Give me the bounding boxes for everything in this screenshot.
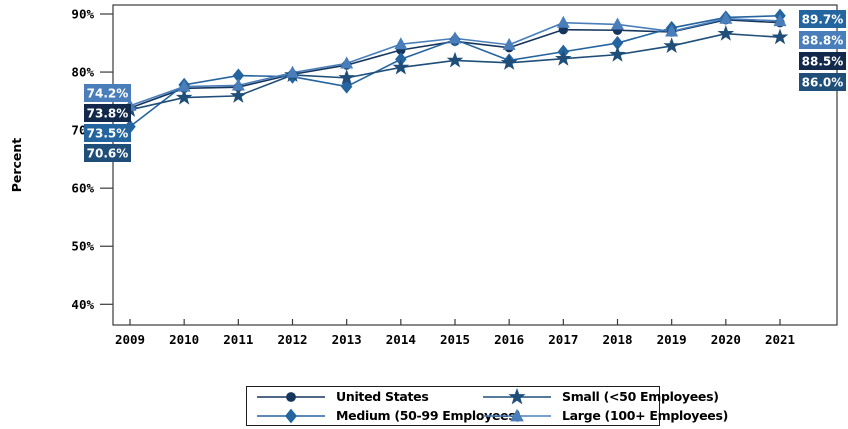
value-label: 73.8% <box>84 104 131 122</box>
x-axis-tick-label: 2018 <box>602 332 632 347</box>
value-label-text: 73.8% <box>87 107 129 121</box>
star-data-point <box>175 88 193 105</box>
value-label: 88.5% <box>799 52 846 70</box>
x-axis-tick-label: 2011 <box>223 332 253 347</box>
star-data-point <box>392 58 410 75</box>
diamond-marker-icon <box>257 408 325 423</box>
star-data-point <box>508 387 526 404</box>
y-axis-tick-label: 80% <box>71 65 94 80</box>
triangle-data-point <box>394 37 408 50</box>
legend-label: Large (100+ Employees) <box>562 408 729 423</box>
y-axis-tick-label: 90% <box>71 7 94 22</box>
circle-data-point <box>286 391 296 402</box>
triangle-data-point <box>231 78 245 91</box>
star-data-point <box>446 51 464 68</box>
value-label-text: 88.5% <box>802 55 844 69</box>
value-label-text: 74.2% <box>87 87 129 101</box>
value-label-text: 70.6% <box>87 147 129 161</box>
legend-item-large: Large (100+ Employees) <box>481 407 728 425</box>
x-axis-tick-label: 2021 <box>765 332 795 347</box>
triangle-data-point <box>502 37 516 50</box>
legend-item-medium: Medium (50-99 Employees) <box>255 407 521 425</box>
x-axis-tick-label: 2017 <box>548 332 578 347</box>
star-data-point <box>555 50 572 66</box>
y-axis-tick-label: 50% <box>71 239 94 254</box>
x-axis-tick-label: 2010 <box>169 332 199 347</box>
value-label: 74.2% <box>84 84 131 102</box>
star-data-point <box>717 25 735 41</box>
x-axis-tick-label: 2012 <box>277 332 307 347</box>
value-label-text: 73.5% <box>87 127 129 141</box>
y-axis-tick-label: 40% <box>71 297 94 312</box>
diamond-data-point <box>340 79 353 94</box>
triangle-data-point <box>719 11 733 24</box>
triangle-data-point <box>556 15 570 28</box>
chart-legend: United States Small (<50 Employees) Medi… <box>246 386 728 426</box>
value-label-text: 86.0% <box>802 76 844 90</box>
triangle-data-point <box>177 79 191 92</box>
star-data-point <box>771 28 789 45</box>
value-label: 70.6% <box>84 144 131 162</box>
value-label: 89.7% <box>799 10 846 28</box>
legend-label: United States <box>336 389 429 404</box>
plot-area <box>112 4 838 326</box>
star-marker-icon <box>483 387 551 404</box>
x-axis-tick-label: 2013 <box>332 332 362 347</box>
triangle-data-point <box>448 31 462 44</box>
value-label-text: 88.8% <box>802 34 844 48</box>
x-axis-tick-label: 2016 <box>494 332 524 347</box>
star-data-point <box>609 45 626 62</box>
x-axis-tick-label: 2015 <box>440 332 470 347</box>
value-label: 88.8% <box>799 31 846 49</box>
triangle-data-point <box>665 24 679 37</box>
triangle-data-point <box>773 14 787 27</box>
triangle-data-point <box>610 17 625 30</box>
x-axis-tick-label: 2014 <box>386 332 416 347</box>
star-data-point <box>338 69 355 85</box>
value-label-text: 89.7% <box>802 13 844 27</box>
star-data-point <box>500 54 518 70</box>
value-label: 86.0% <box>799 73 846 91</box>
diamond-data-point <box>285 408 297 423</box>
triangle-data-point <box>510 408 524 421</box>
legend-item-united-states: United States <box>255 388 481 406</box>
line-chart: 90%80%70%60%50%40%2009 2010 2011 2012 2013 20… <box>9 4 846 347</box>
x-axis-tick-label: 2009 <box>115 332 145 347</box>
star-data-point <box>230 87 247 103</box>
triangle-data-point <box>340 56 354 69</box>
legend-label: Small (<50 Employees) <box>562 389 719 404</box>
star-data-point <box>663 37 680 53</box>
triangle-data-point <box>285 65 300 78</box>
legend-label: Medium (50-99 Employees) <box>336 408 521 423</box>
x-axis-tick-label: 2020 <box>711 332 741 347</box>
y-axis-title: Percent <box>9 138 24 193</box>
x-axis-tick-label: 2019 <box>657 332 687 347</box>
legend-item-small: Small (<50 Employees) <box>481 387 719 406</box>
circle-marker-icon <box>257 391 325 402</box>
value-label: 73.5% <box>84 124 131 142</box>
triangle-marker-icon <box>483 408 551 421</box>
y-axis-tick-label: 60% <box>71 181 94 196</box>
